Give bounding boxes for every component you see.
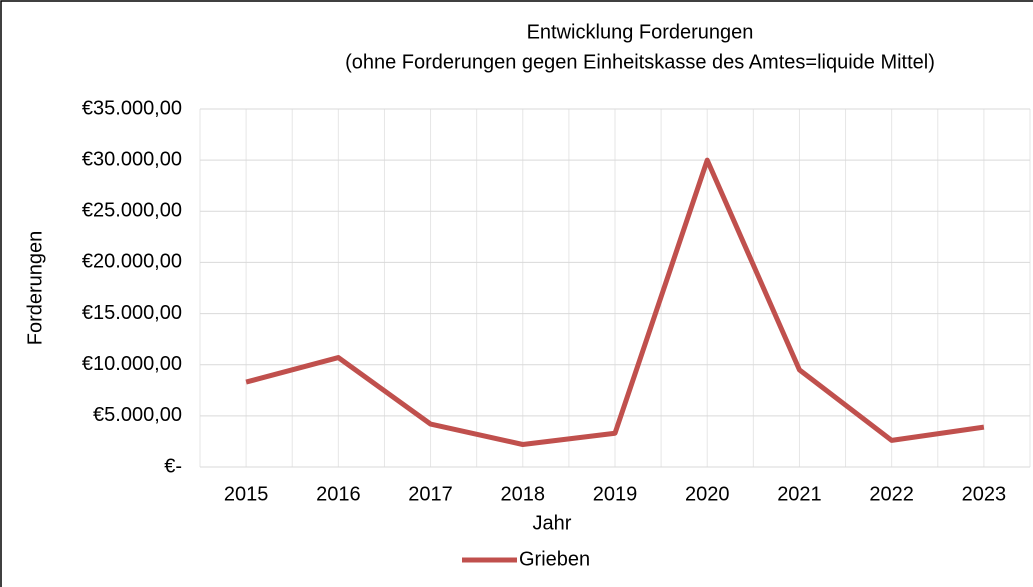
x-tick-label: 2023 [962, 483, 1007, 505]
x-tick-label: 2022 [869, 483, 914, 505]
chart-subtitle: (ohne Forderungen gegen Einheitskasse de… [345, 51, 935, 73]
y-tick-label: €15.000,00 [82, 302, 182, 324]
x-tick-label: 2015 [224, 483, 269, 505]
legend-label: Grieben [519, 548, 590, 570]
x-tick-label: 2020 [685, 483, 730, 505]
y-tick-label: €- [164, 455, 182, 477]
y-tick-label: €10.000,00 [82, 353, 182, 375]
x-tick-label: 2016 [316, 483, 361, 505]
y-tick-label: €35.000,00 [82, 97, 182, 119]
x-axis-label: Jahr [533, 512, 572, 534]
y-axis-label: Forderungen [24, 231, 46, 346]
y-tick-label: €5.000,00 [93, 404, 182, 426]
y-tick-label: €20.000,00 [82, 251, 182, 273]
x-tick-label: 2017 [408, 483, 453, 505]
data-line [245, 157, 985, 447]
x-tick-label: 2018 [501, 483, 546, 505]
x-tick-label: 2021 [777, 483, 822, 505]
chart-title: Entwicklung Forderungen [527, 21, 754, 43]
x-tick-label: 2019 [593, 483, 638, 505]
y-tick-label: €30.000,00 [82, 148, 182, 170]
y-tick-label: €25.000,00 [82, 200, 182, 222]
